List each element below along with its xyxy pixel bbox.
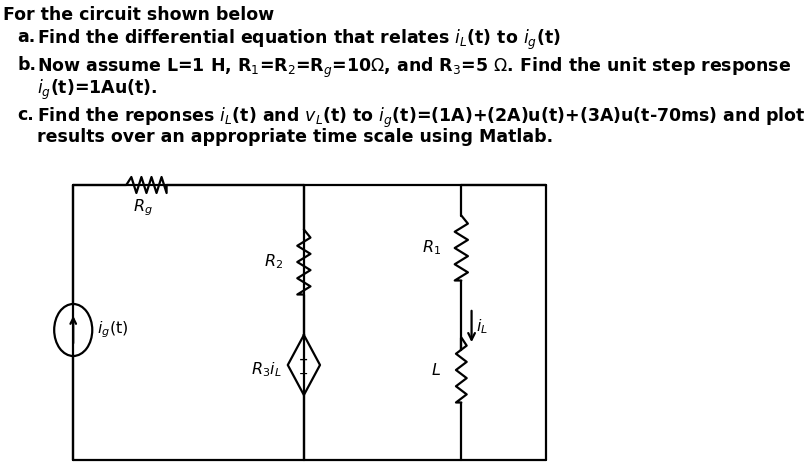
Text: $L$: $L$: [431, 362, 441, 378]
Text: a.: a.: [18, 28, 36, 46]
Text: Find the differential equation that relates $\mathit{i_L}$(t) to $\mathit{i_g}$(: Find the differential equation that rela…: [36, 28, 560, 52]
Text: Find the reponses $\mathit{i_L}$(t) and $\mathit{v_L}$(t) to $\mathit{i_g}$(t)=(: Find the reponses $\mathit{i_L}$(t) and …: [36, 106, 811, 130]
Text: $R_2$: $R_2$: [264, 253, 283, 272]
Text: $R_g$: $R_g$: [133, 197, 152, 218]
Text: $i_L$: $i_L$: [476, 317, 488, 336]
Text: $\mathit{i_g}$(t)=1Au(t).: $\mathit{i_g}$(t)=1Au(t).: [36, 78, 157, 102]
Text: $R_3i_L$: $R_3i_L$: [251, 360, 282, 379]
Text: For the circuit shown below: For the circuit shown below: [3, 6, 274, 24]
Text: −: −: [299, 369, 308, 379]
Text: $i_g$(t): $i_g$(t): [97, 320, 128, 340]
Text: +: +: [299, 355, 308, 365]
Text: c.: c.: [18, 106, 34, 124]
Text: results over an appropriate time scale using Matlab.: results over an appropriate time scale u…: [36, 128, 553, 146]
Text: $R_1$: $R_1$: [422, 239, 441, 257]
Text: b.: b.: [18, 56, 36, 74]
Text: Now assume L=1 H, R$_1$=R$_2$=R$_g$=10$\Omega$, and R$_3$=5 $\Omega$. Find the u: Now assume L=1 H, R$_1$=R$_2$=R$_g$=10$\…: [36, 56, 791, 80]
